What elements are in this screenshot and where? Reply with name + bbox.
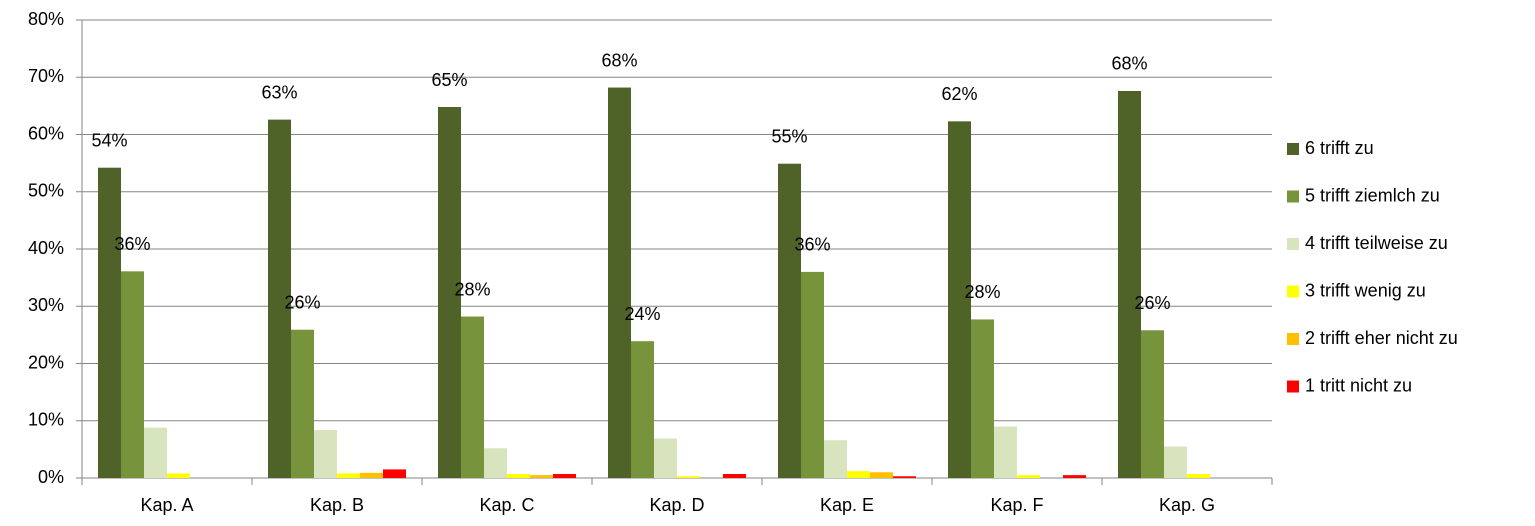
bar <box>461 316 484 478</box>
x-tick-label: Kap. B <box>310 495 364 515</box>
legend-swatch <box>1287 190 1299 203</box>
bar <box>677 476 700 478</box>
legend-swatch <box>1287 380 1299 393</box>
legend-label: 1 tritt nicht zu <box>1305 375 1412 395</box>
legend-label: 5 trifft ziemlch zu <box>1305 185 1440 205</box>
bar <box>291 329 314 478</box>
bar <box>608 87 631 479</box>
bar <box>723 473 746 478</box>
legend-swatch <box>1287 285 1299 298</box>
bar <box>1187 473 1210 478</box>
bar <box>121 271 144 478</box>
data-label: 62% <box>941 84 977 104</box>
bar <box>847 471 870 478</box>
data-label: 28% <box>964 282 1000 302</box>
bar <box>631 341 654 478</box>
bar <box>893 476 916 478</box>
data-label: 65% <box>431 70 467 90</box>
legend-label: 2 trifft eher nicht zu <box>1305 328 1458 348</box>
bar <box>1118 90 1141 479</box>
data-label: 54% <box>91 130 127 150</box>
data-label: 28% <box>454 279 490 299</box>
bar <box>484 448 507 478</box>
data-label: 26% <box>1134 293 1170 313</box>
bar <box>360 472 383 478</box>
data-label: 55% <box>771 126 807 146</box>
y-tick-label: 20% <box>28 352 64 372</box>
bar <box>870 472 893 478</box>
y-tick-label: 60% <box>28 123 64 143</box>
data-label: 26% <box>284 292 320 312</box>
bar <box>98 167 121 478</box>
bar <box>824 440 847 478</box>
legend-swatch <box>1287 143 1299 155</box>
x-tick-label: Kap. D <box>649 495 704 515</box>
y-tick-label: 40% <box>28 238 64 258</box>
x-tick-label: Kap. C <box>479 495 534 515</box>
legend-label: 3 trifft wenig zu <box>1305 280 1426 300</box>
data-label: 36% <box>114 234 150 254</box>
y-tick-label: 10% <box>28 410 64 430</box>
bar <box>553 473 576 478</box>
bar <box>1141 330 1164 478</box>
bar <box>383 469 406 478</box>
y-tick-label: 0% <box>38 467 64 487</box>
bar <box>337 473 360 478</box>
legend-label: 4 trifft teilweise zu <box>1305 233 1448 253</box>
data-label: 36% <box>794 235 830 255</box>
legend-swatch <box>1287 238 1299 250</box>
bar <box>268 119 291 479</box>
legend-swatch <box>1287 333 1299 345</box>
bar <box>948 121 971 479</box>
bar <box>1063 475 1086 478</box>
x-tick-label: Kap. A <box>140 495 193 515</box>
bar <box>438 107 461 479</box>
data-label: 24% <box>624 304 660 324</box>
bar <box>507 473 530 478</box>
data-label: 68% <box>1111 54 1147 74</box>
bar <box>167 473 190 478</box>
bar <box>314 429 337 478</box>
y-tick-label: 70% <box>28 66 64 86</box>
bar <box>530 475 553 478</box>
x-tick-label: Kap. G <box>1159 495 1215 515</box>
bar <box>971 319 994 478</box>
bar <box>654 438 677 478</box>
legend-label: 6 trifft zu <box>1305 138 1374 158</box>
bar <box>1017 475 1040 478</box>
bar <box>144 427 167 478</box>
bar <box>1164 446 1187 478</box>
bar <box>994 426 1017 478</box>
x-tick-label: Kap. F <box>990 495 1043 515</box>
bar <box>801 271 824 478</box>
data-label: 63% <box>261 82 297 102</box>
bar <box>778 163 801 478</box>
y-tick-label: 30% <box>28 295 64 315</box>
data-label: 68% <box>601 50 637 70</box>
y-tick-label: 50% <box>28 181 64 201</box>
x-tick-label: Kap. E <box>820 495 874 515</box>
y-tick-label: 80% <box>28 9 64 29</box>
